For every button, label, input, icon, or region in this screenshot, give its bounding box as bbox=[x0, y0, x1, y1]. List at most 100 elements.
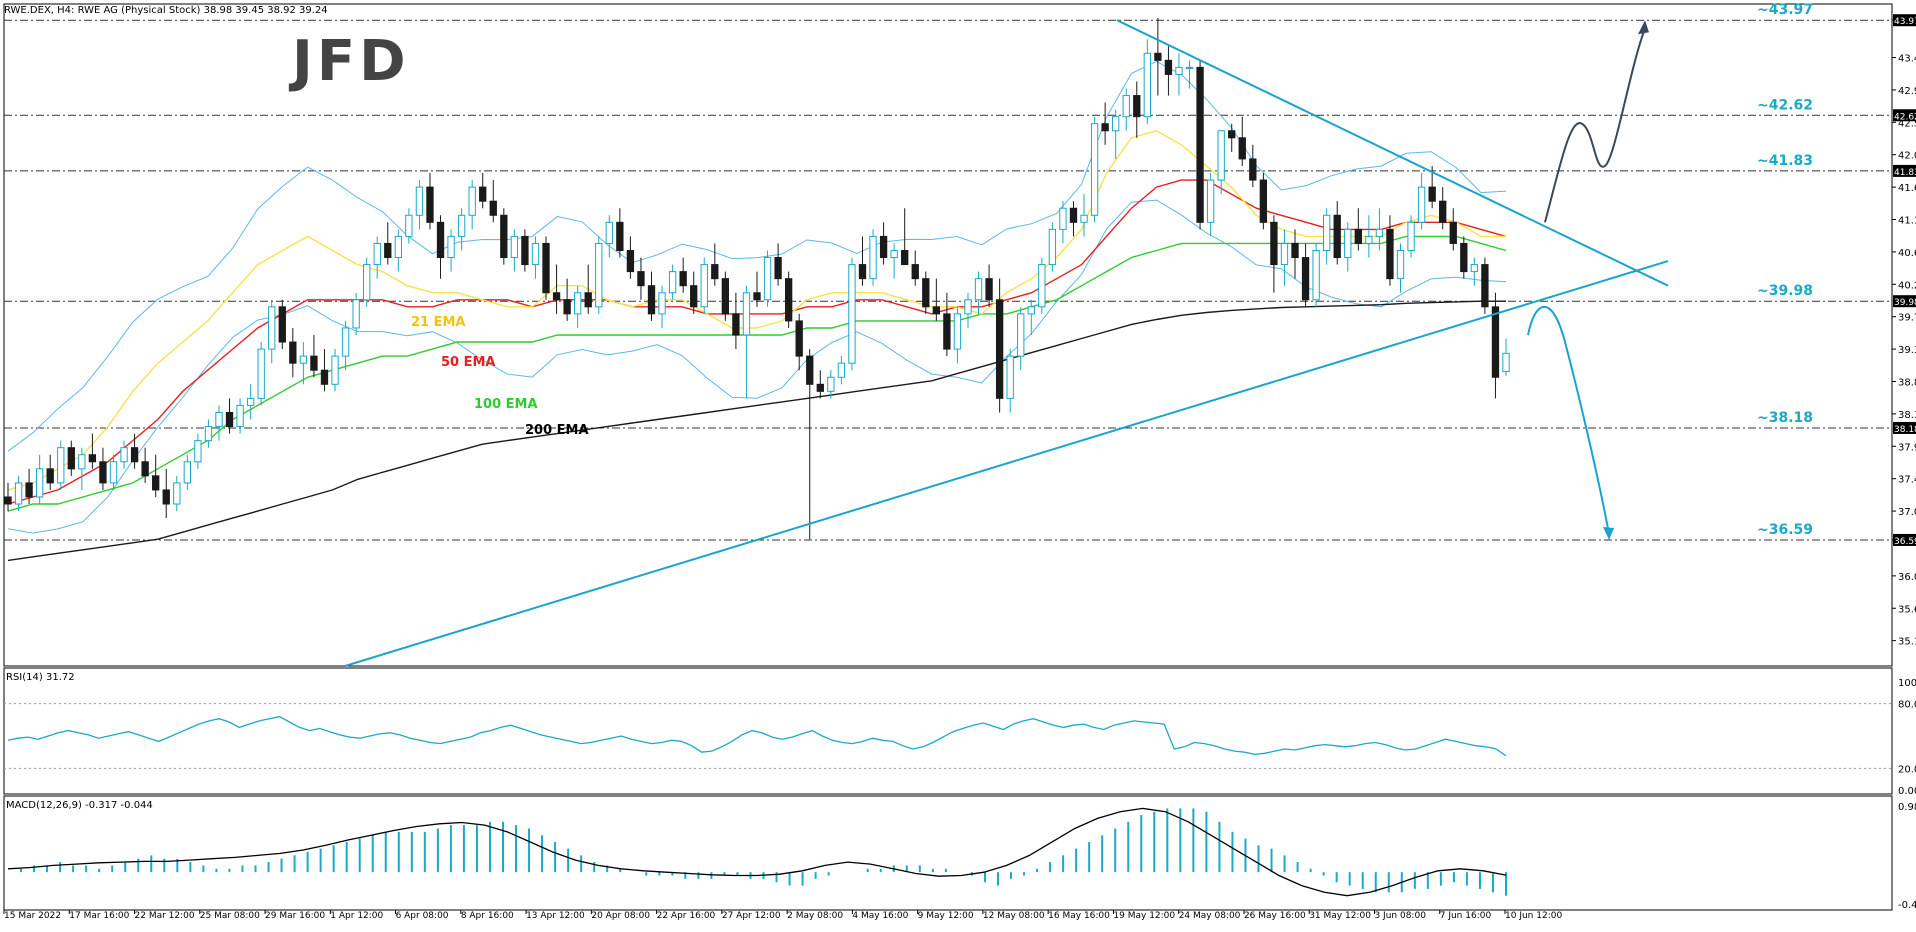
candle-body bbox=[1164, 59, 1173, 75]
candle-body bbox=[1228, 130, 1236, 139]
level-tag: 39.98 bbox=[1894, 298, 1916, 308]
candle-body bbox=[426, 186, 434, 223]
candle-body bbox=[236, 404, 244, 428]
candle-body bbox=[1206, 179, 1215, 223]
price-tick-label: 39.76 bbox=[1898, 313, 1916, 324]
candle-body bbox=[869, 235, 877, 280]
candle-body bbox=[1386, 228, 1394, 280]
candle-body bbox=[341, 327, 350, 357]
bullish-arrowhead bbox=[1638, 20, 1649, 35]
candle-body bbox=[78, 454, 86, 470]
rsi-tick-label: 100.00 bbox=[1898, 678, 1916, 689]
price-tick-label: 37.92 bbox=[1898, 442, 1916, 453]
candle-body bbox=[436, 221, 445, 259]
price-tick-label: 37.00 bbox=[1898, 507, 1916, 518]
candle-body bbox=[415, 186, 424, 216]
candle-body bbox=[1439, 200, 1447, 223]
candle-body bbox=[1006, 355, 1014, 399]
x-tick-label: 27 Apr 12:00 bbox=[722, 911, 781, 921]
candle-body bbox=[225, 411, 234, 428]
level-tag-box bbox=[1893, 421, 1916, 434]
x-tick-label: 31 May 12:00 bbox=[1309, 911, 1371, 921]
candle-body bbox=[1270, 221, 1278, 266]
bullish-scenario-arrow bbox=[1544, 28, 1646, 223]
x-tick-label: 1 Apr 12:00 bbox=[330, 911, 383, 921]
candle-body bbox=[721, 278, 730, 315]
candle-body bbox=[1122, 95, 1130, 118]
x-tick-label: 10 Jun 12:00 bbox=[1505, 911, 1562, 921]
macd-tick-label: -0.474 bbox=[1898, 900, 1916, 911]
candle-body bbox=[109, 461, 118, 484]
candle-body bbox=[1133, 95, 1141, 118]
macd-title: MACD(12,26,9) -0.317 -0.044 bbox=[6, 800, 153, 811]
candle-body bbox=[405, 214, 413, 237]
level-tag-box bbox=[1893, 164, 1916, 177]
price-tick-label: 40.68 bbox=[1898, 248, 1916, 259]
candle-body bbox=[1238, 137, 1246, 160]
candle-body bbox=[384, 242, 392, 259]
chart-header: RWE.DEX, H4: RWE AG (Physical Stock) 38.… bbox=[4, 5, 328, 16]
x-tick-label: 12 May 08:00 bbox=[983, 911, 1045, 921]
x-axis: 15 Mar 2022 17 Mar 16:00 22 Mar 12:00 25 Ma… bbox=[3, 910, 1562, 921]
candle-body bbox=[932, 306, 941, 315]
x-tick-label: 17 Mar 16:00 bbox=[69, 911, 129, 921]
candle-body bbox=[816, 383, 824, 392]
candle-body bbox=[1017, 313, 1025, 357]
x-tick-label: 22 Mar 12:00 bbox=[135, 911, 195, 921]
x-tick-label: 24 May 08:00 bbox=[1179, 911, 1241, 921]
x-tick-label: 15 Mar 2022 bbox=[4, 911, 61, 921]
level-label: ~39.98 bbox=[1757, 283, 1813, 299]
candle-body bbox=[521, 235, 529, 266]
candle-body bbox=[152, 475, 160, 491]
candle-body bbox=[1080, 214, 1088, 223]
candle-body bbox=[953, 313, 962, 350]
candle-body bbox=[394, 235, 402, 259]
candle-body bbox=[584, 292, 592, 308]
rsi-line bbox=[7, 715, 1507, 757]
level-label: ~42.62 bbox=[1757, 97, 1813, 113]
level-tag-box bbox=[1893, 14, 1916, 27]
ema200-line bbox=[7, 300, 1506, 562]
x-tick-label: 4 May 16:00 bbox=[852, 911, 908, 921]
price-tick-label: 38.38 bbox=[1898, 410, 1916, 421]
candle-body bbox=[1038, 264, 1046, 308]
rsi-title: RSI(14) 31.72 bbox=[6, 672, 75, 683]
x-tick-label: 9 May 12:00 bbox=[918, 911, 974, 921]
candle-body bbox=[1175, 66, 1183, 75]
candle-body bbox=[1259, 179, 1268, 223]
candle-body bbox=[489, 200, 497, 216]
candle-body bbox=[1375, 228, 1384, 237]
price-tick-label: 42.06 bbox=[1898, 151, 1916, 162]
level-tag: 38.18 bbox=[1894, 425, 1916, 435]
candle-body bbox=[637, 271, 645, 287]
price-tick-label: 41.14 bbox=[1898, 216, 1916, 227]
candle-body bbox=[1069, 207, 1078, 223]
candle-body bbox=[162, 489, 170, 505]
price-tick-label: 37.46 bbox=[1898, 475, 1916, 486]
candle-body bbox=[595, 242, 603, 308]
price-tick-label: 35.16 bbox=[1898, 637, 1916, 648]
x-tick-label: 8 Apr 16:00 bbox=[461, 911, 514, 921]
price-tick-label: 36.08 bbox=[1898, 572, 1916, 583]
candle-body bbox=[479, 186, 487, 202]
price-frame bbox=[3, 3, 1893, 667]
candle-body bbox=[552, 292, 561, 301]
candle-body bbox=[774, 257, 782, 280]
candle-body bbox=[911, 264, 919, 280]
candle-body bbox=[1396, 249, 1405, 280]
macd-tick-label: 0.985 bbox=[1898, 802, 1916, 813]
candle-body bbox=[204, 426, 213, 442]
candle-body bbox=[1460, 242, 1468, 273]
candle-body bbox=[626, 249, 635, 273]
price-panel: 43.97 43.44 42.98 42.52 42.06 41.60 41.14 40.68… bbox=[3, 2, 1916, 667]
candle-body bbox=[1491, 306, 1500, 378]
level-label: ~38.18 bbox=[1757, 410, 1813, 426]
candle-body bbox=[246, 397, 255, 406]
level-tag: 42.62 bbox=[1894, 112, 1916, 122]
candle-body bbox=[1185, 66, 1194, 69]
candle-body bbox=[310, 355, 318, 371]
candle-body bbox=[732, 313, 740, 336]
candle-body bbox=[647, 285, 656, 315]
candle-body bbox=[1312, 249, 1320, 301]
ema21-line bbox=[7, 130, 1506, 491]
